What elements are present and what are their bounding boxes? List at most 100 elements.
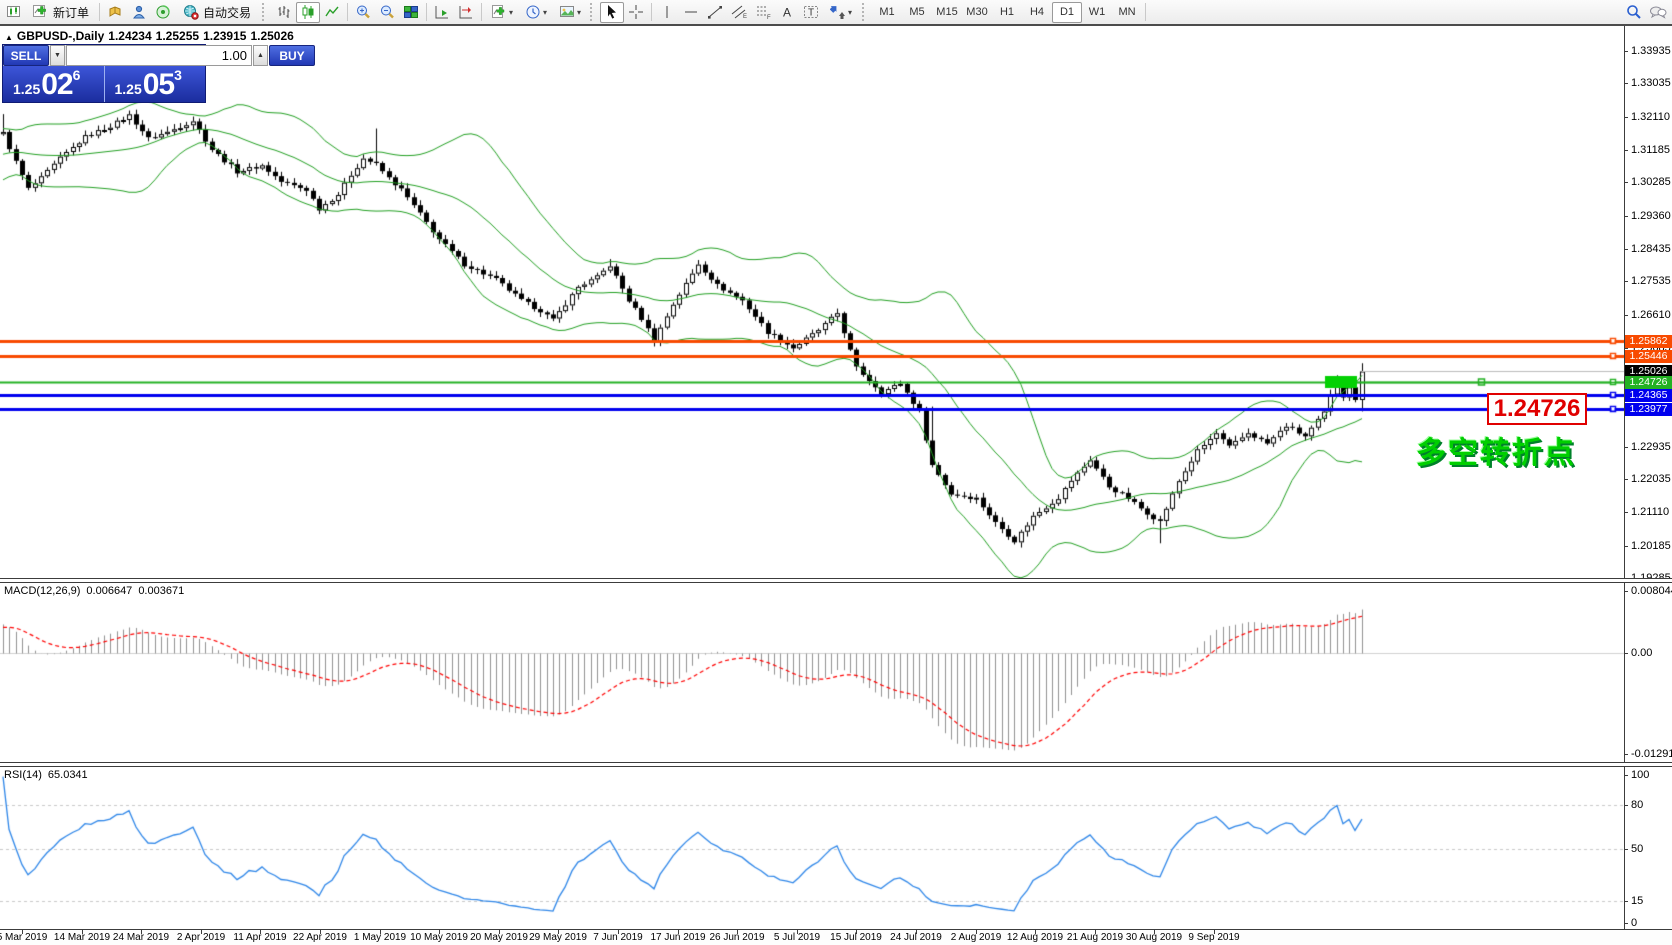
periods-button[interactable]: ▾ (519, 2, 553, 23)
price-annotation-box[interactable]: 1.24726 (1487, 393, 1587, 425)
price-badge: 1.25026 (1625, 365, 1672, 378)
signals-button[interactable] (151, 2, 175, 23)
macd-canvas[interactable] (0, 583, 1624, 762)
expert-advisor-button[interactable] (127, 2, 151, 23)
text-tool-button[interactable]: A (775, 2, 799, 23)
date-axis-tick (141, 930, 142, 934)
rsi-axis-tick (1624, 805, 1628, 806)
sell-button[interactable]: SELL (3, 45, 49, 66)
chart-shift-button[interactable] (454, 2, 478, 23)
zoom-in-button[interactable] (351, 2, 375, 23)
collapse-icon[interactable]: ▲ (5, 33, 13, 42)
buy-price-point: 3 (174, 67, 182, 83)
new-order-icon (32, 5, 46, 17)
rsi-axis-tick (1624, 901, 1628, 902)
buy-price-display[interactable]: 1.25 05 3 (104, 66, 205, 102)
indicators-caret-icon: ▾ (508, 7, 513, 17)
rsi-axis-label: 15 (1631, 894, 1644, 907)
timeframe-m1-button[interactable]: M1 (879, 6, 895, 18)
timeframe-m15-button[interactable]: M15 (936, 6, 958, 18)
date-axis-label: 21 Aug 2019 (1066, 932, 1124, 943)
autotrading-button[interactable]: 自动交易 (175, 2, 259, 23)
timeframe-mn-button[interactable]: MN (1118, 6, 1136, 18)
price-axis-label: 1.22035 (1631, 473, 1671, 486)
rsi-axis-label: 0 (1631, 917, 1638, 929)
turning-point-annotation[interactable]: 多空转折点 (1416, 437, 1576, 470)
bar-chart-mode-button[interactable] (272, 2, 296, 23)
date-axis-label: 20 May 2019 (470, 932, 528, 943)
window-menu-button[interactable] (2, 2, 26, 23)
volume-decrease-button[interactable]: ▼ (50, 45, 65, 66)
volume-input[interactable] (66, 45, 252, 66)
buy-price-pips: 05 (142, 68, 175, 101)
rsi-axis-tick (1624, 849, 1628, 850)
tile-windows-button[interactable] (399, 2, 423, 23)
date-axis-tick (380, 930, 381, 934)
cursor-tool-button[interactable] (600, 1, 624, 23)
crosshair-icon (629, 5, 643, 19)
price-chart-canvas[interactable] (0, 26, 1624, 578)
fibonacci-tool-button[interactable]: F (751, 2, 775, 23)
price-axis-label: 1.20185 (1631, 539, 1671, 552)
radar-icon (156, 5, 170, 19)
arrows-tool-button[interactable]: ▾ (823, 2, 859, 23)
timeframe-h4-button[interactable]: H4 (1029, 6, 1045, 18)
autotrading-label: 自动交易 (202, 5, 251, 20)
rsi-axis-label: 100 (1631, 769, 1650, 781)
rsi-axis-tick (1624, 775, 1628, 776)
chat-icon (1650, 6, 1667, 19)
rsi-canvas[interactable] (0, 767, 1624, 929)
crosshair-tool-button[interactable] (624, 2, 648, 23)
text-label-tool-button[interactable]: T (799, 2, 823, 23)
timeframe-m5-button[interactable]: M5 (909, 6, 925, 18)
date-axis-label: 1 May 2019 (353, 932, 407, 943)
timeframe-h1-button[interactable]: H1 (999, 6, 1015, 18)
date-axis-label: 29 May 2019 (529, 932, 587, 943)
volume-increase-button[interactable]: ▲ (253, 45, 268, 66)
zoom-out-button[interactable] (375, 2, 399, 23)
timeframe-m30-button[interactable]: M30 (966, 6, 988, 18)
book-icon (109, 6, 121, 17)
candlestick-chart-icon (302, 5, 314, 19)
panel-separator[interactable] (0, 762, 1672, 767)
price-axis-tick (1624, 83, 1628, 84)
trendline-tool-button[interactable] (703, 2, 727, 23)
line-chart-mode-button[interactable] (320, 2, 344, 23)
price-badge: 1.24365 (1625, 389, 1672, 402)
sell-price-pips: 02 (41, 68, 73, 101)
sell-price-display[interactable]: 1.25 02 6 (3, 66, 104, 102)
date-axis-tick (1214, 930, 1215, 934)
search-icon (1627, 5, 1641, 19)
community-chat-button[interactable] (1646, 2, 1670, 23)
window-border (0, 24, 1672, 26)
horizontal-line-tool-button[interactable] (679, 2, 703, 23)
line-chart-icon (325, 6, 339, 17)
price-axis-label: 1.31185 (1631, 143, 1670, 156)
price-axis-tick (1624, 281, 1628, 282)
auto-scroll-button[interactable] (430, 2, 454, 23)
market-watch-button[interactable] (103, 2, 127, 23)
indicators-button[interactable]: ▾ (485, 2, 519, 23)
channel-tool-button[interactable]: E (727, 2, 751, 23)
vertical-line-tool-button[interactable] (655, 2, 679, 23)
svg-text:T: T (808, 8, 814, 19)
new-order-button[interactable]: 新订单 (26, 2, 96, 23)
ohlc-high: 1.25255 (155, 29, 200, 43)
sell-price-base: 1.25 (13, 81, 41, 97)
date-axis[interactable]: 5 Mar 2019 14 Mar 2019 24 Mar 2019 2 Apr 20… (0, 930, 1672, 945)
templates-button[interactable]: ▾ (553, 2, 587, 23)
price-badge: 1.24726 (1625, 376, 1672, 389)
buy-button[interactable]: BUY (269, 45, 315, 66)
price-axis-label: 1.28435 (1631, 242, 1671, 255)
timeframe-d1-button[interactable]: D1 (1052, 1, 1082, 23)
timeframe-w1-button[interactable]: W1 (1088, 6, 1106, 18)
macd-panel: MACD(12,26,9) 0.006647 0.003671 (0, 583, 1672, 762)
search-button[interactable] (1622, 2, 1646, 23)
candle-chart-mode-button[interactable] (296, 1, 320, 23)
date-axis-label: 12 Aug 2019 (1006, 932, 1064, 943)
price-axis-label: 1.33935 (1631, 45, 1671, 57)
macd-title: MACD(12,26,9) (4, 585, 81, 597)
panel-separator[interactable] (0, 578, 1672, 583)
macd-axis-label: 0.008044 (1631, 585, 1672, 597)
rsi-title: RSI(14) (4, 769, 42, 781)
